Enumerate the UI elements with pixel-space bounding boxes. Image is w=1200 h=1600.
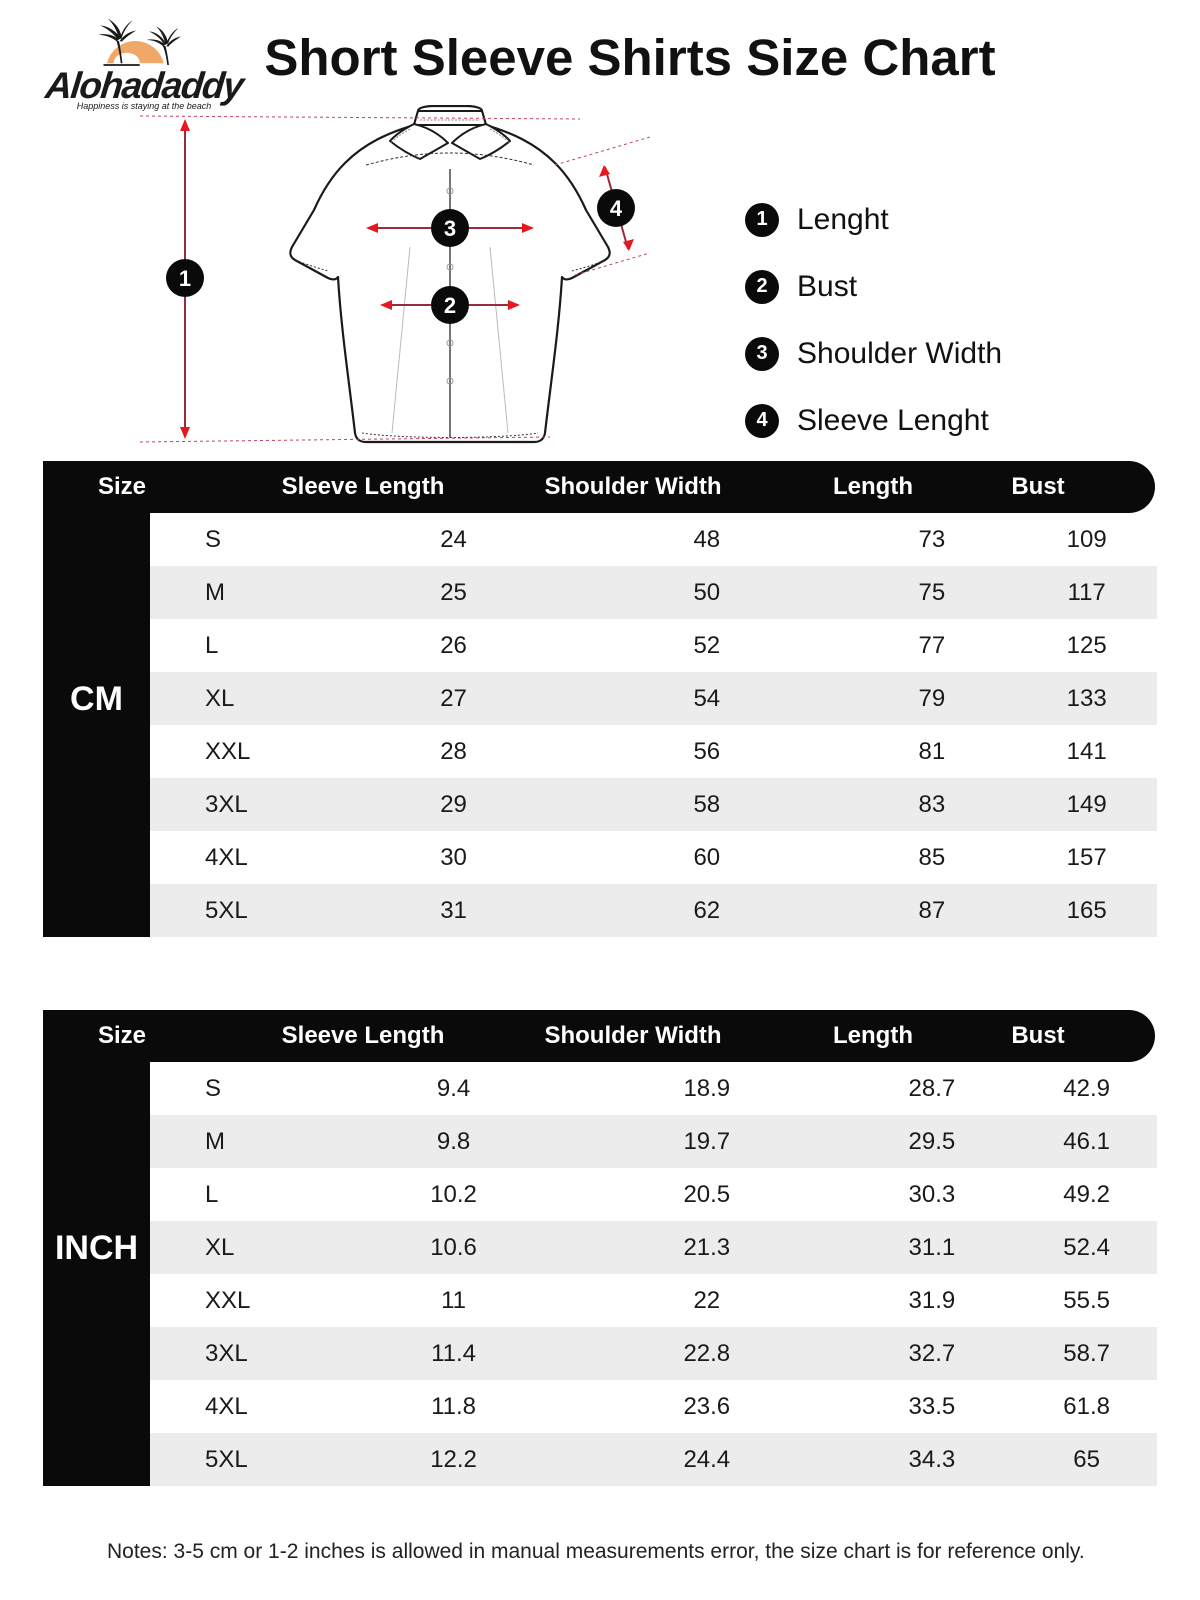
svg-text:1: 1 <box>179 266 191 291</box>
svg-text:3: 3 <box>444 216 456 241</box>
svg-text:2: 2 <box>444 293 456 318</box>
svg-text:4: 4 <box>610 196 623 221</box>
